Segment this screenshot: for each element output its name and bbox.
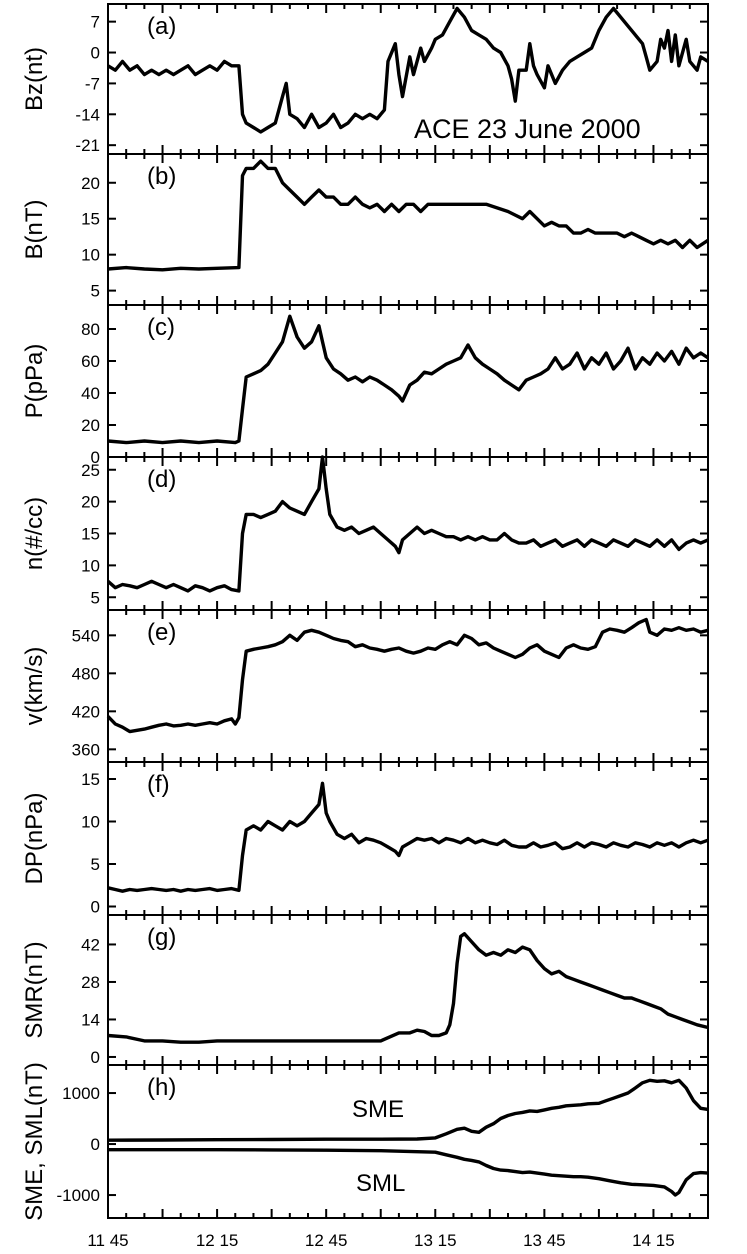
y-tick-label: 10 bbox=[81, 246, 100, 265]
panel-h-frame bbox=[107, 1064, 709, 1219]
panel-b-label: (b) bbox=[147, 163, 176, 190]
panel-e-label: (e) bbox=[147, 619, 176, 646]
y-tick-label: 40 bbox=[81, 384, 100, 403]
panel-f-series bbox=[107, 781, 709, 893]
y-tick-label: 480 bbox=[72, 664, 100, 683]
panel-d-ylabel: n(#/cc) bbox=[21, 497, 48, 570]
panel-f: 15 10 5 0 (f) DP(nPa) bbox=[21, 761, 709, 917]
panel-g-series bbox=[107, 932, 709, 1044]
panel-h-series-sme bbox=[107, 1078, 709, 1142]
series-name-sml: SML bbox=[356, 1170, 405, 1197]
y-tick-label: 5 bbox=[91, 855, 100, 874]
y-tick-label: 0 bbox=[91, 448, 100, 467]
panel-h-series-sml bbox=[108, 1147, 709, 1197]
panel-h-label: (h) bbox=[147, 1074, 176, 1101]
panel-g: 42 28 14 0 (g) SMR(nT) bbox=[21, 914, 709, 1067]
panel-d: 25 20 15 10 5 (d) n(#/cc) bbox=[21, 455, 709, 611]
series-name-sme: SME bbox=[352, 1096, 404, 1123]
panel-c-ylabel: P(pPa) bbox=[21, 344, 48, 419]
y-tick-label: 420 bbox=[72, 702, 100, 721]
y-tick-label: -14 bbox=[75, 105, 100, 124]
y-tick-label: 20 bbox=[81, 493, 100, 512]
panel-h-ylabel: SME, SML(nT) bbox=[21, 1062, 48, 1221]
panel-e: 540 480 420 360 (e) v(km/s) bbox=[21, 609, 709, 763]
y-tick-label: -7 bbox=[85, 74, 100, 93]
annotation-ace-date: ACE 23 June 2000 bbox=[414, 114, 641, 144]
y-tick-label: 15 bbox=[81, 770, 100, 789]
panel-d-label: (d) bbox=[147, 466, 176, 493]
panel-b-frame bbox=[107, 153, 709, 306]
y-tick-label: 5 bbox=[91, 588, 100, 607]
panel-h: 1000 0 -1000 (h) SME, SML(nT) SME SML bbox=[21, 1062, 709, 1221]
y-tick-label: 1000 bbox=[62, 1084, 100, 1103]
panel-d-series bbox=[106, 455, 709, 593]
x-tick-label: 14 15 bbox=[632, 1231, 675, 1250]
panel-c-series bbox=[107, 314, 709, 445]
panel-c-frame bbox=[107, 304, 709, 458]
y-tick-label: 20 bbox=[81, 174, 100, 193]
y-tick-label: 0 bbox=[91, 1135, 100, 1154]
panel-f-frame bbox=[107, 761, 709, 916]
y-tick-label: 42 bbox=[81, 935, 100, 954]
y-tick-label: 10 bbox=[81, 556, 100, 575]
y-tick-label: 15 bbox=[81, 525, 100, 544]
panel-e-ylabel: v(km/s) bbox=[21, 647, 48, 726]
y-tick-label: 5 bbox=[91, 282, 100, 301]
y-tick-label: 14 bbox=[81, 1010, 100, 1029]
panel-c-label: (c) bbox=[147, 314, 175, 341]
panel-c: 80 60 40 20 0 (c) P(pPa) bbox=[21, 304, 709, 467]
x-tick-label: 12 45 bbox=[305, 1231, 348, 1250]
y-tick-label: 0 bbox=[91, 1048, 100, 1067]
x-tick-label: 11 45 bbox=[87, 1231, 128, 1250]
panel-f-ylabel: DP(nPa) bbox=[21, 792, 48, 884]
y-tick-label: 0 bbox=[91, 898, 100, 917]
x-axis-tick-labels: 11 45 12 15 12 45 13 15 13 45 14 15 bbox=[87, 1231, 674, 1250]
panel-b-ylabel: B(nT) bbox=[21, 200, 48, 260]
panel-g-label: (g) bbox=[147, 924, 176, 951]
panel-e-series bbox=[106, 617, 709, 734]
y-tick-label: 28 bbox=[81, 973, 100, 992]
x-tick-label: 13 15 bbox=[414, 1231, 457, 1250]
y-tick-label: 20 bbox=[81, 416, 100, 435]
panel-a-ylabel: Bz(nt) bbox=[21, 47, 48, 111]
y-tick-label: 10 bbox=[81, 813, 100, 832]
y-tick-label: 80 bbox=[81, 320, 100, 339]
y-tick-label: 0 bbox=[91, 44, 100, 63]
y-tick-label: -21 bbox=[75, 136, 100, 155]
panel-a-series bbox=[107, 6, 709, 134]
y-tick-label: 7 bbox=[91, 13, 100, 32]
y-tick-label: 360 bbox=[72, 740, 100, 759]
plot-area: 7 0 -7 -14 -21 (a) Bz(nt) 20 15 10 5 (b) B(nT) 80 60 40… bbox=[21, 3, 709, 1221]
panel-e-frame bbox=[107, 609, 709, 763]
panel-a-label: (a) bbox=[147, 13, 176, 40]
panel-b-series bbox=[107, 159, 709, 272]
y-tick-label: 15 bbox=[81, 210, 100, 229]
x-tick-label: 13 45 bbox=[523, 1231, 566, 1250]
y-tick-label: 60 bbox=[81, 352, 100, 371]
y-tick-label: 540 bbox=[72, 626, 100, 645]
y-tick-label: -1000 bbox=[57, 1186, 100, 1205]
panel-g-ylabel: SMR(nT) bbox=[21, 941, 48, 1038]
panel-b: 20 15 10 5 (b) B(nT) bbox=[21, 153, 709, 306]
panel-f-label: (f) bbox=[147, 771, 170, 798]
x-tick-label: 12 15 bbox=[196, 1231, 239, 1250]
y-tick-label: 25 bbox=[81, 461, 100, 480]
